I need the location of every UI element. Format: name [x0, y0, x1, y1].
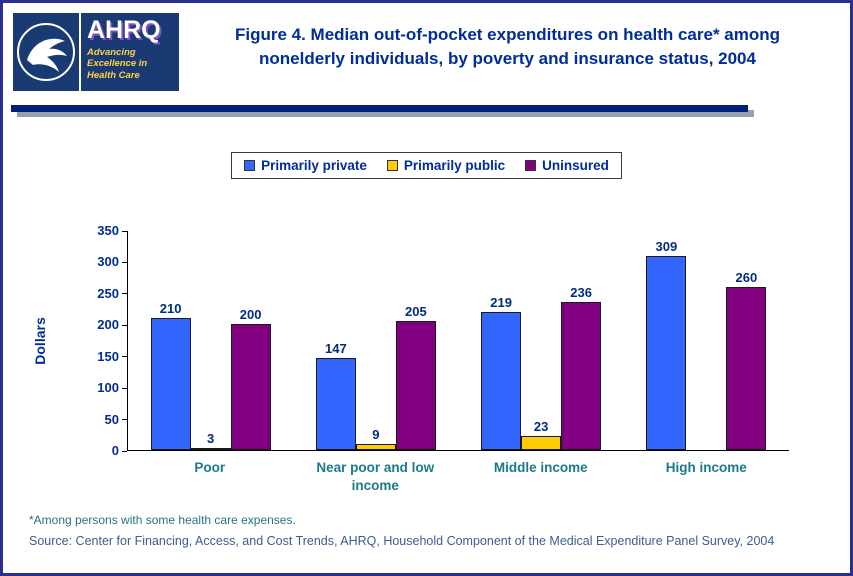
hhs-logo: [13, 13, 79, 91]
bar-group: 210 3 200: [128, 231, 293, 450]
logo-group: AHRQ Advancing Excellence in Health Care: [13, 13, 179, 91]
bar-value-label: 200: [239, 307, 262, 322]
bar: [726, 287, 767, 450]
legend-swatch: [525, 160, 537, 171]
legend-item: Uninsured: [525, 158, 609, 173]
bar-group: 219 23 236: [459, 231, 624, 450]
bar-value-label: 147: [325, 341, 347, 356]
source-line: Source: Center for Financing, Access, an…: [29, 534, 775, 548]
y-tick-label: 300: [97, 254, 119, 270]
header-rule-wrap: [11, 105, 850, 112]
bar-slot: 200: [230, 231, 271, 450]
y-tick-label: 250: [97, 285, 119, 301]
bar: [561, 302, 602, 450]
hhs-eagle-icon: [13, 13, 79, 91]
bar-slot: [686, 231, 726, 450]
bar-value-label: 210: [159, 301, 182, 316]
bar: [395, 321, 436, 450]
y-tick-label: 0: [111, 443, 119, 458]
y-tick-label: 350: [97, 223, 119, 238]
bar-slot: 23: [521, 231, 562, 450]
bar-value-label: 219: [490, 295, 512, 310]
legend-swatch: [244, 160, 256, 171]
bar-value-label: 236: [570, 285, 592, 300]
bar: [150, 318, 191, 450]
bar-value-label: 3: [207, 431, 215, 446]
bar: [646, 256, 687, 450]
bar-slot: 147: [315, 231, 356, 450]
bar-value-label: 23: [533, 419, 549, 434]
bar: [521, 436, 562, 450]
ahrq-logo: AHRQ Advancing Excellence in Health Care: [81, 13, 179, 91]
y-tick-label: 100: [97, 380, 119, 396]
legend-label: Uninsured: [542, 158, 609, 173]
bar-slot: 260: [726, 231, 767, 450]
legend: Primarily private Primarily public Uninsur…: [231, 152, 622, 179]
category-label: Poor: [194, 460, 226, 475]
bar-group: 147 9 205: [293, 231, 458, 450]
bar-slot: 236: [561, 231, 602, 450]
bar: [230, 324, 271, 450]
bar-slot: 3: [190, 231, 231, 450]
bar-slot: 219: [481, 231, 522, 450]
bar-value-label: 260: [735, 270, 758, 285]
bar-slot: 9: [355, 231, 396, 450]
header-rule: [11, 105, 748, 112]
category-label: Near poor and low income: [316, 460, 435, 493]
legend-label: Primarily private: [261, 158, 367, 173]
footnote: *Among persons with some health care exp…: [29, 513, 296, 527]
legend-swatch: [386, 160, 398, 171]
legend-label: Primarily public: [403, 158, 506, 173]
plot-area: 210 3 200 147 9 205 219 23 236 309 260: [127, 231, 789, 451]
bar: [355, 444, 396, 450]
figure-title: Figure 4. Median out-of-pocket expenditu…: [234, 25, 781, 68]
bar: [481, 312, 522, 450]
y-tick-label: 50: [104, 411, 119, 427]
y-tick-label: 150: [97, 348, 119, 364]
bar-slot: 210: [150, 231, 191, 450]
ahrq-tagline: Advancing Excellence in Health Care: [87, 47, 148, 81]
bar: [315, 358, 356, 450]
bar-value-label: 205: [405, 304, 427, 319]
bar-group: 309 260: [624, 231, 789, 450]
legend-item: Primarily public: [386, 158, 506, 173]
header: AHRQ Advancing Excellence in Health Care…: [3, 3, 850, 91]
footnotes: *Among persons with some health care exp…: [29, 513, 850, 548]
category-label: Middle income: [493, 460, 588, 475]
ahrq-wordmark: AHRQ: [87, 16, 161, 44]
bar-value-label: 9: [372, 427, 380, 442]
bar-slot: 309: [646, 231, 687, 450]
y-axis-title: Dollars: [32, 317, 48, 365]
bar-value-label: 309: [655, 239, 678, 254]
legend-item: Primarily private: [244, 158, 367, 173]
x-axis: Poor Near poor and low income Middle incom…: [127, 459, 789, 494]
bar-slot: 205: [395, 231, 436, 450]
bar: [190, 448, 231, 450]
y-tick-label: 200: [97, 317, 119, 333]
category-label: High income: [665, 460, 747, 475]
chart: Dollars 0 50 100 150 200 250 300 350 210 3 200 147…: [32, 219, 837, 494]
